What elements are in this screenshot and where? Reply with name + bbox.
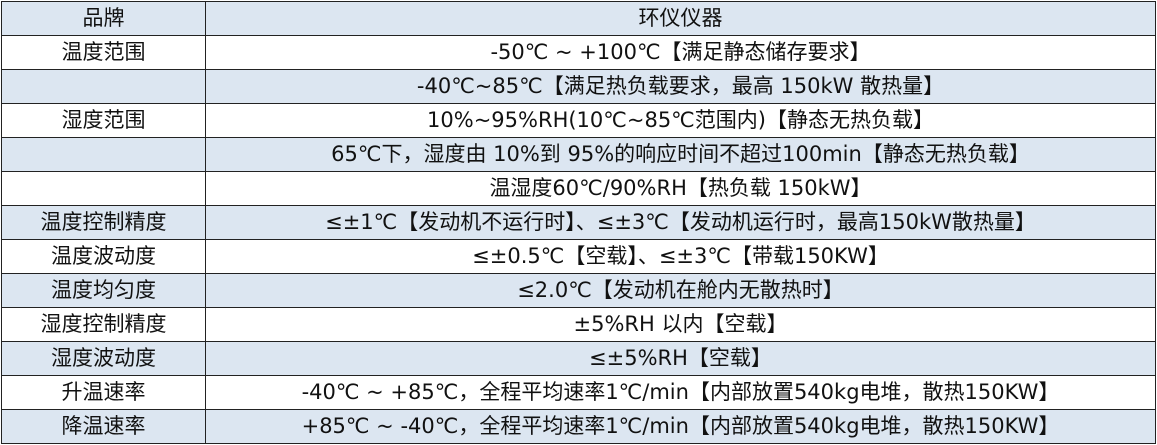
row-value-cell: ≤±5%RH【空载】 <box>205 341 1156 376</box>
row-value-cell: ≤±0.5℃【空载】、≤±3℃【带载150KW】 <box>205 239 1156 274</box>
row-label-cell: 升温速率 <box>1 375 206 410</box>
row-label-cell: 湿度范围 <box>1 103 206 138</box>
row-label-cell: 温度范围 <box>1 35 206 70</box>
row-value-cell: -40℃ ~ +85℃，全程平均速率1℃/min【内部放置540kg电堆，散热1… <box>205 375 1156 410</box>
row-label-cell: 湿度波动度 <box>1 341 206 376</box>
header-label-cell: 品牌 <box>1 1 206 36</box>
row-label-cell: 温度控制精度 <box>1 205 206 240</box>
table-row: 湿度范围 10%~95%RH(10℃~85℃范围内)【静态无热负载】 <box>1 103 1156 138</box>
table-row: 65℃下，湿度由 10%到 95%的响应时间不超过100min【静态无热负载】 <box>1 137 1156 172</box>
table-row: -40℃~85℃【满足热负载要求，最高 150kW 散热量】 <box>1 69 1156 104</box>
row-value-cell: -40℃~85℃【满足热负载要求，最高 150kW 散热量】 <box>205 69 1156 104</box>
table-row: 降温速率 +85℃ ~ -40℃，全程平均速率1℃/min【内部放置540kg电堆… <box>1 409 1156 444</box>
row-value-cell: ≤2.0℃【发动机在舱内无散热时】 <box>205 273 1156 308</box>
table-header-row: 品牌 环仪仪器 <box>1 1 1156 36</box>
row-label-cell <box>1 137 206 172</box>
header-value-cell: 环仪仪器 <box>205 1 1156 36</box>
row-value-cell: ≤±1℃【发动机不运行时】、≤±3℃【发动机运行时，最高150kW散热量】 <box>205 205 1156 240</box>
row-label-cell <box>1 171 206 206</box>
row-value-cell: ±5%RH 以内【空载】 <box>205 307 1156 342</box>
table-row: 温度控制精度 ≤±1℃【发动机不运行时】、≤±3℃【发动机运行时，最高150kW散… <box>1 205 1156 240</box>
row-label-cell: 温度均匀度 <box>1 273 206 308</box>
row-label-cell <box>1 69 206 104</box>
row-value-cell: 65℃下，湿度由 10%到 95%的响应时间不超过100min【静态无热负载】 <box>205 137 1156 172</box>
row-value-cell: +85℃ ~ -40℃，全程平均速率1℃/min【内部放置540kg电堆，散热1… <box>205 409 1156 444</box>
table-row: 温度均匀度 ≤2.0℃【发动机在舱内无散热时】 <box>1 273 1156 308</box>
table-row: 湿度控制精度 ±5%RH 以内【空载】 <box>1 307 1156 342</box>
table-row: 温度范围 -50℃ ~ +100℃【满足静态储存要求】 <box>1 35 1156 70</box>
row-value-cell: 10%~95%RH(10℃~85℃范围内)【静态无热负载】 <box>205 103 1156 138</box>
row-value-cell: -50℃ ~ +100℃【满足静态储存要求】 <box>205 35 1156 70</box>
row-label-cell: 降温速率 <box>1 409 206 444</box>
table-row: 温度波动度 ≤±0.5℃【空载】、≤±3℃【带载150KW】 <box>1 239 1156 274</box>
row-label-cell: 温度波动度 <box>1 239 206 274</box>
row-label-cell: 湿度控制精度 <box>1 307 206 342</box>
table-row: 温湿度60℃/90%RH【热负载 150kW】 <box>1 171 1156 206</box>
row-value-cell: 温湿度60℃/90%RH【热负载 150kW】 <box>205 171 1156 206</box>
table-row: 湿度波动度 ≤±5%RH【空载】 <box>1 341 1156 376</box>
table-row: 升温速率 -40℃ ~ +85℃，全程平均速率1℃/min【内部放置540kg电堆… <box>1 375 1156 410</box>
